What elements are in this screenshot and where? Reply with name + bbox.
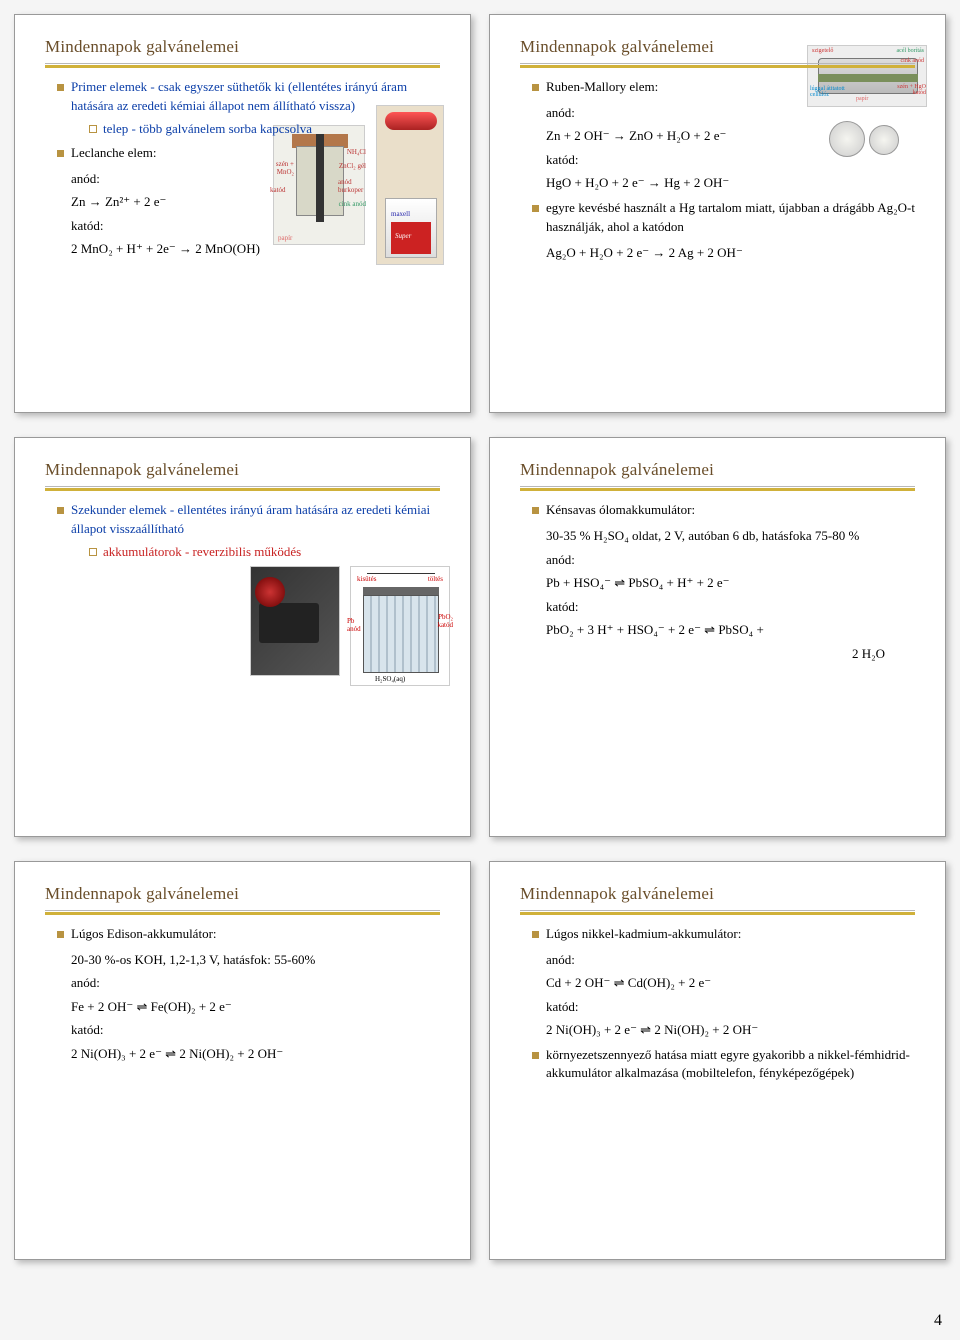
slide-1: Mindennapok galvánelemei Primer elemek -… — [14, 14, 471, 413]
page-number: 4 — [934, 1312, 942, 1330]
cathode-equation-2: 2 H₂O — [520, 644, 915, 664]
lead-acid-diagram: kisütés töltés Pb anód PbO₂ katód H₂SO₄(… — [350, 566, 450, 686]
cathode-label: katód: — [520, 997, 915, 1017]
car-battery-photo — [250, 566, 340, 676]
title-rule — [45, 486, 440, 491]
cathode-label: katód: — [45, 216, 440, 236]
bullet-text: Lúgos nikkel-kadmium-akkumulátor: — [546, 926, 741, 941]
anode-equation: Zn → Zn²⁺ + 2 e⁻ — [45, 192, 440, 212]
bullet-text: Primer elemek - csak egyszer süthetők ki… — [71, 79, 407, 113]
bullet-ruben: Ruben-Mallory elem: — [532, 78, 915, 97]
title-rule — [520, 486, 915, 491]
bullet-nicd: Lúgos nikkel-kadmium-akkumulátor: — [532, 925, 915, 944]
diag-label: kisütés — [357, 575, 376, 583]
slide-title: Mindennapok galvánelemei — [520, 37, 915, 57]
anode-label: anód: — [45, 169, 440, 189]
title-rule — [45, 910, 440, 915]
ag-equation: Ag₂O + H₂O + 2 e⁻ → 2 Ag + 2 OH⁻ — [520, 243, 915, 263]
bullet-text: egyre kevésbé használt a Hg tartalom mia… — [546, 200, 915, 234]
bullet-text: Ruben-Mallory elem: — [546, 79, 658, 94]
subbullet-accu: akkumulátorok - reverzibilis működés — [89, 543, 440, 561]
bullet-text: Leclanche elem: — [71, 145, 157, 160]
bullet-primary: Primer elemek - csak egyszer süthetők ki… — [57, 78, 440, 138]
bullet-edison: Lúgos Edison-akkumulátor: — [57, 925, 440, 944]
cathode-label: katód: — [520, 597, 915, 617]
diag-label: töltés — [428, 575, 443, 583]
lead-desc: 30-35 % H₂SO₄ oldat, 2 V, autóban 6 db, … — [520, 526, 915, 546]
slide-title: Mindennapok galvánelemei — [45, 460, 440, 480]
subbullet: telep - több galvánelem sorba kapcsolva — [89, 120, 440, 138]
slide-3: Mindennapok galvánelemei Szekunder eleme… — [14, 437, 471, 836]
slide-6: Mindennapok galvánelemei Lúgos nikkel-ka… — [489, 861, 946, 1260]
bullet-text: Szekunder elemek - ellentétes irányú ára… — [71, 502, 430, 536]
title-rule — [45, 63, 440, 68]
anode-equation: Pb + HSO₄⁻ ⇌ PbSO₄ + H⁺ + 2 e⁻ — [520, 573, 915, 593]
bullet-leclanche: Leclanche elem: — [57, 144, 440, 163]
bullet-text: Lúgos Edison-akkumulátor: — [71, 926, 217, 941]
cathode-equation: HgO + H₂O + 2 e⁻ → Hg + 2 OH⁻ — [520, 173, 915, 193]
diag-label: H₂SO₄(aq) — [375, 675, 405, 683]
bullet-secondary: Szekunder elemek - ellentétes irányú ára… — [57, 501, 440, 561]
anode-label: anód: — [45, 973, 440, 993]
subbullet-text: telep - több galvánelem sorba kapcsolva — [103, 121, 312, 136]
anode-label: anód: — [520, 950, 915, 970]
subbullet-text: akkumulátorok - reverzibilis működés — [103, 544, 301, 559]
cathode-equation: 2 Ni(OH)₃ + 2 e⁻ ⇌ 2 Ni(OH)₂ + 2 OH⁻ — [45, 1044, 440, 1064]
cathode-equation: 2 MnO₂ + H⁺ + 2e⁻ → 2 MnO(OH) — [45, 239, 440, 259]
bullet-hg-note: egyre kevésbé használt a Hg tartalom mia… — [532, 199, 915, 237]
anode-equation: Zn + 2 OH⁻ → ZnO + H₂O + 2 e⁻ — [520, 126, 915, 146]
cathode-label: katód: — [45, 1020, 440, 1040]
slide-2: Mindennapok galvánelemei Ruben-Mallory e… — [489, 14, 946, 413]
edison-desc: 20-30 %-os KOH, 1,2-1,3 V, hatásfok: 55-… — [45, 950, 440, 970]
slide-4: Mindennapok galvánelemei Kénsavas ólomak… — [489, 437, 946, 836]
bullet-text: Kénsavas ólomakkumulátor: — [546, 502, 695, 517]
anode-label: anód: — [520, 550, 915, 570]
title-rule — [520, 63, 915, 68]
slide-title: Mindennapok galvánelemei — [45, 37, 440, 57]
bullet-nimh: környezetszennyező hatása miatt egyre gy… — [532, 1046, 915, 1084]
anode-equation: Cd + 2 OH⁻ ⇌ Cd(OH)₂ + 2 e⁻ — [520, 973, 915, 993]
cathode-equation-1: PbO₂ + 3 H⁺ + HSO₄⁻ + 2 e⁻ ⇌ PbSO₄ + — [520, 620, 915, 640]
slide-5: Mindennapok galvánelemei Lúgos Edison-ak… — [14, 861, 471, 1260]
anode-label: anód: — [520, 103, 915, 123]
title-rule — [520, 910, 915, 915]
slide-title: Mindennapok galvánelemei — [520, 884, 915, 904]
slide-title: Mindennapok galvánelemei — [520, 460, 915, 480]
diag-label: Pb anód — [347, 617, 367, 633]
slide-title: Mindennapok galvánelemei — [45, 884, 440, 904]
cathode-equation: 2 Ni(OH)₃ + 2 e⁻ ⇌ 2 Ni(OH)₂ + 2 OH⁻ — [520, 1020, 915, 1040]
anode-equation: Fe + 2 OH⁻ ⇌ Fe(OH)₂ + 2 e⁻ — [45, 997, 440, 1017]
cathode-label: katód: — [520, 150, 915, 170]
bullet-text: környezetszennyező hatása miatt egyre gy… — [546, 1047, 910, 1081]
bullet-lead: Kénsavas ólomakkumulátor: — [532, 501, 915, 520]
diag-label: PbO₂ katód — [429, 613, 453, 629]
